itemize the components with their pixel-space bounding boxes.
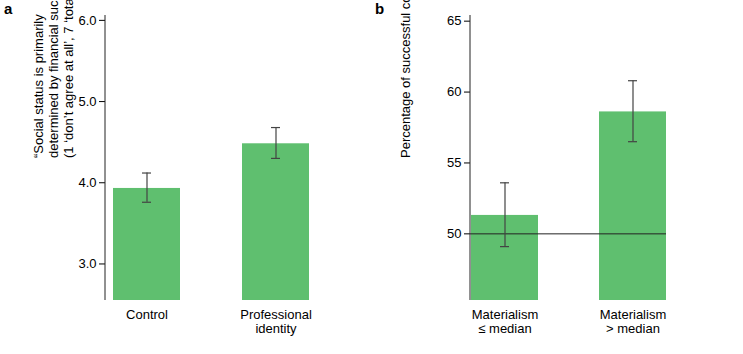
- svg-text:Control: Control: [126, 307, 168, 322]
- svg-text:5.0: 5.0: [78, 94, 96, 109]
- svg-text:Materialism≤ median: Materialism≤ median: [472, 307, 538, 336]
- svg-text:65: 65: [447, 13, 461, 28]
- svg-text:60: 60: [447, 84, 461, 99]
- html-text:a: a: [4, 0, 13, 17]
- svg-text:Percentage of successful coin: Percentage of successful coin flips: [398, 0, 413, 158]
- svg-text:55: 55: [447, 155, 461, 170]
- svg-text:“Social status is primarilydet: “Social status is primarilydetermined by…: [31, 0, 76, 158]
- svg-text:4.0: 4.0: [78, 175, 96, 190]
- svg-text:6.0: 6.0: [78, 13, 96, 28]
- svg-text:Professionalidentity: Professionalidentity: [240, 307, 312, 336]
- html-text:b: b: [375, 0, 385, 17]
- svg-text:Materialism> median: Materialism> median: [600, 307, 666, 336]
- svg-text:50: 50: [447, 226, 461, 241]
- svg-text:3.0: 3.0: [78, 256, 96, 271]
